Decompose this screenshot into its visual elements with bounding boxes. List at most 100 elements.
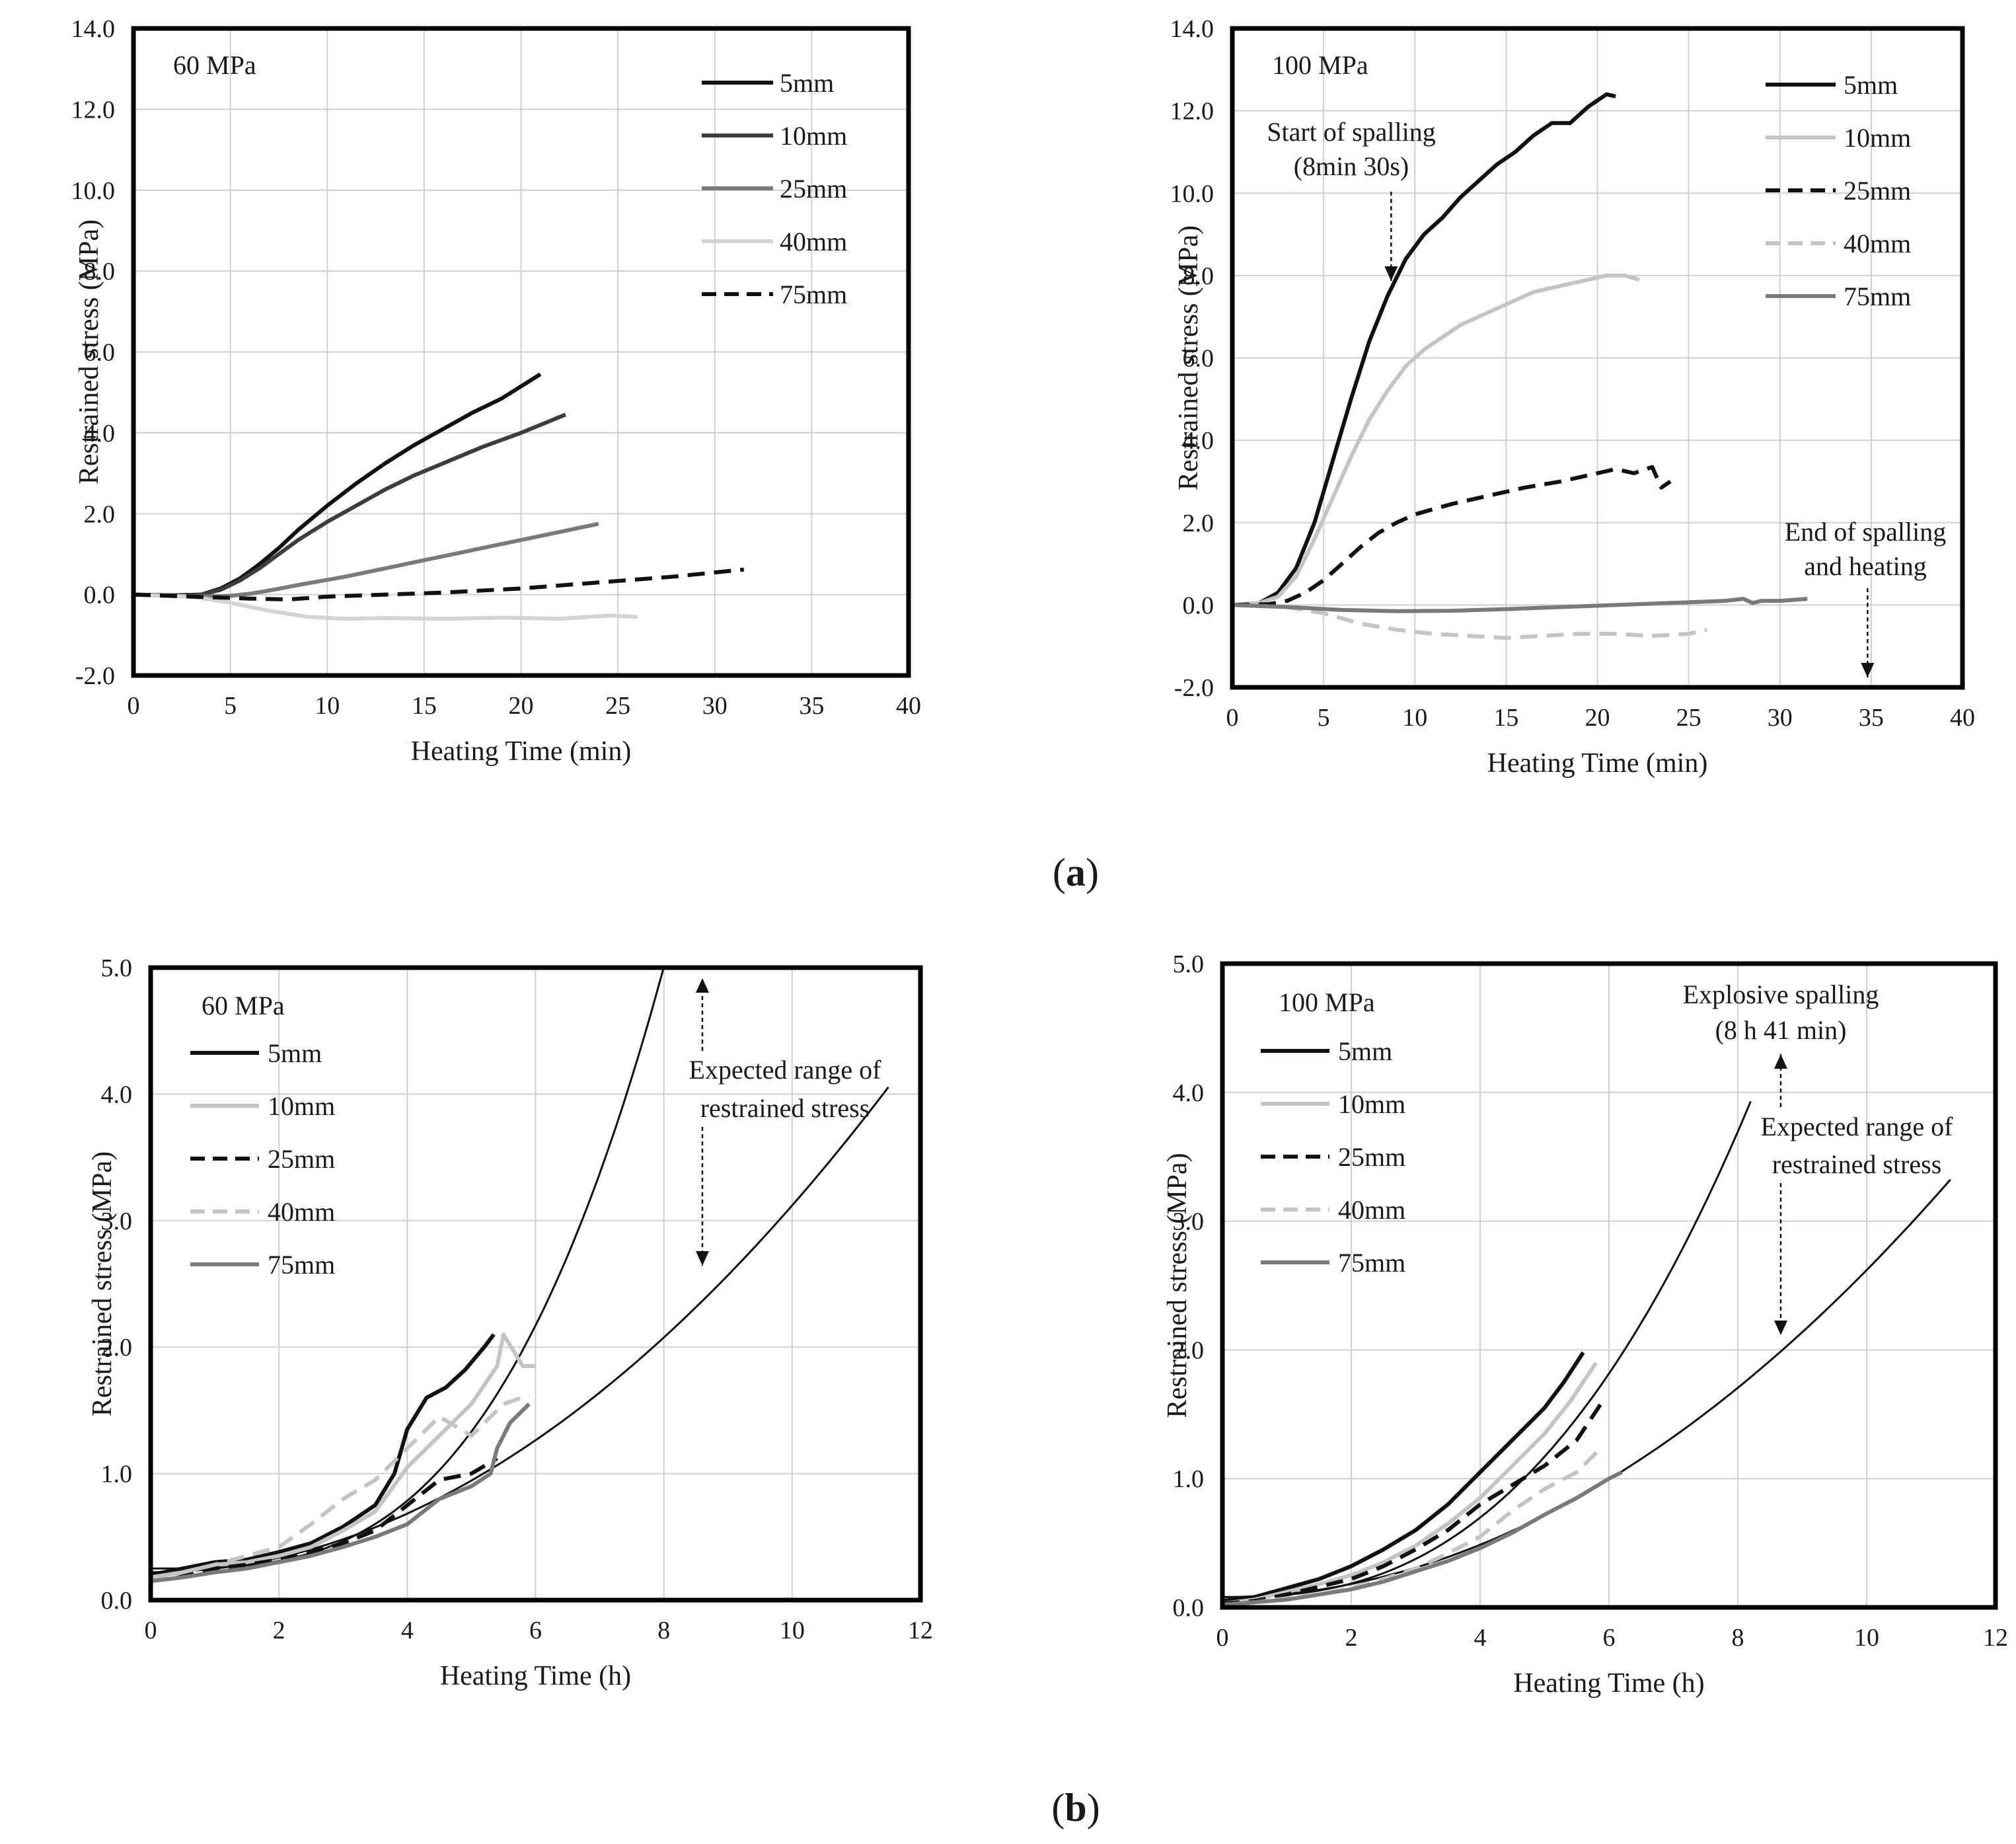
y-tick-label: 2.0 (84, 500, 116, 528)
y-tick-label: 4.0 (1183, 427, 1214, 455)
y-tick-label: 3.0 (101, 1208, 133, 1235)
plot-frame (148, 965, 923, 1603)
y-tick-label: 12.0 (1170, 98, 1214, 126)
y-tick-label: 1.0 (1173, 1465, 1205, 1493)
series-line-5mm (1232, 92, 1616, 607)
y-tick-label: 3.0 (1173, 1208, 1205, 1236)
series-line-75mm (1232, 597, 1808, 613)
legend-label-75mm: 75mm (1338, 1248, 1405, 1278)
plot-frame (1220, 961, 1998, 1610)
series-line-40mm (151, 1393, 530, 1584)
x-tick-label: 2 (1345, 1624, 1358, 1652)
legend-label-75mm: 75mm (780, 280, 847, 309)
legend-label-40mm: 40mm (780, 227, 847, 256)
arrow-expected-lower-head (1774, 1321, 1787, 1335)
gridlines (1232, 28, 1963, 688)
y-tick-label: -2.0 (75, 662, 115, 690)
x-tick-label: 35 (1859, 704, 1884, 732)
series-line-75mm (133, 567, 745, 601)
legend-label-10mm: 10mm (1844, 123, 1911, 153)
legend: 5mm 10mm 25mm 40mm 75mm (1261, 1036, 1405, 1278)
chart-b-60: 0 2 4 6 8 10 12 0.0 1.0 2.0 3.0 4.0 5.0 Heating Time … (87, 954, 933, 1691)
bound-upper-curve (151, 968, 665, 1570)
x-tick-label: 10 (780, 1617, 805, 1644)
x-axis-title: Heating Time (h) (440, 1661, 631, 1691)
series-line-40mm (133, 592, 638, 621)
y-tick-label: 2.0 (1183, 510, 1214, 537)
series-line-10mm (133, 412, 567, 597)
legend-label-25mm: 25mm (780, 174, 847, 204)
x-tick-label: 40 (896, 692, 921, 720)
x-tick-label: 30 (702, 692, 728, 720)
chart-title: 100 MPa (1279, 987, 1375, 1017)
x-tick-label: 8 (1732, 1624, 1744, 1652)
arrow-explosive-head (1774, 1054, 1787, 1069)
annotation-expected-range-line1: Expected range of (689, 1055, 882, 1085)
series-line-5mm (1222, 1351, 1585, 1603)
x-tick-label: 15 (412, 692, 437, 720)
bound-lower-curve (151, 1086, 889, 1574)
y-tick-label: 1.0 (101, 1461, 133, 1488)
bound-upper-curve (1222, 1100, 1752, 1598)
x-tick-label: 0 (1226, 704, 1239, 732)
legend-label-5mm: 5mm (780, 68, 834, 98)
x-tick-label: 6 (529, 1617, 542, 1644)
bound-lower-curve (1222, 1178, 1951, 1598)
y-tick-label: 2.0 (101, 1334, 133, 1362)
series-line-10mm (1222, 1362, 1598, 1606)
x-tick-label: 6 (1603, 1624, 1616, 1652)
annotation-explosive-line2: (8 h 41 min) (1715, 1015, 1847, 1045)
annotation-end-spalling-line1: End of spalling (1785, 517, 1946, 547)
caption-b: (b) (1051, 1786, 1100, 1829)
legend-label-10mm: 10mm (780, 121, 847, 151)
series-line-40mm (1222, 1445, 1604, 1607)
legend-label-40mm: 40mm (1338, 1195, 1405, 1225)
y-tick-label: 0.0 (101, 1587, 133, 1615)
legend-label-5mm: 5mm (1338, 1036, 1392, 1066)
arrow-expected-lower-head (696, 1251, 709, 1266)
y-tick-label: 6.0 (1183, 345, 1214, 373)
legend-label-10mm: 10mm (268, 1091, 335, 1121)
series-line-25mm (1232, 465, 1672, 607)
y-axis-title: Restrained stress (MPa) (87, 1151, 118, 1416)
x-axis-title: Heating Time (h) (1513, 1668, 1704, 1699)
y-tick-label: 6.0 (84, 339, 116, 367)
legend-label-25mm: 25mm (1844, 176, 1911, 206)
caption-a: (a) (1053, 851, 1099, 894)
x-tick-label: 0 (145, 1617, 157, 1644)
legend-label-40mm: 40mm (268, 1197, 335, 1227)
plot-area (133, 372, 745, 621)
annotation-expected-range-line2: restrained stress (700, 1093, 870, 1123)
legend-label-40mm: 40mm (1844, 229, 1911, 258)
legend: 5mm 10mm 25mm 40mm 75mm (1766, 70, 1911, 311)
chart-a-60: 0 5 10 15 20 25 30 35 40 -2.0 0.0 2.0 4.0 6.0 8.0 10.0 1… (71, 15, 922, 767)
annotation-end-spalling-line2: and heating (1804, 551, 1927, 581)
plot-frame (131, 26, 911, 678)
y-tick-label: 4.0 (1173, 1079, 1205, 1107)
legend-label-5mm: 5mm (1844, 70, 1898, 100)
series-line-5mm (133, 372, 542, 597)
y-axis-title: Restrained stress (MPa) (1174, 225, 1204, 490)
legend-label-10mm: 10mm (1338, 1089, 1405, 1119)
x-tick-label: 2 (273, 1617, 285, 1644)
legend: 5mm 10mm 25mm 40mm 75mm (702, 68, 847, 309)
y-tick-label: 14.0 (71, 15, 116, 43)
x-tick-label: 0 (128, 692, 140, 720)
annotation-expected-range-line2: restrained stress (1772, 1149, 1942, 1179)
series-line-10mm (1232, 273, 1640, 607)
annotation-expected-range-line1: Expected range of (1761, 1112, 1954, 1141)
series-line-75mm (1222, 1470, 1623, 1607)
plot-area (1232, 92, 1808, 640)
y-tick-label: 8.0 (84, 258, 116, 286)
legend-label-75mm: 75mm (268, 1250, 335, 1280)
y-tick-label: 2.0 (1173, 1336, 1205, 1364)
y-tick-label: 5.0 (101, 954, 133, 982)
chart-title: 60 MPa (173, 50, 256, 80)
series-line-25mm (1222, 1400, 1604, 1606)
x-tick-label: 20 (509, 692, 534, 720)
series-line-25mm (151, 1457, 498, 1584)
y-tick-label: 8.0 (1183, 262, 1214, 290)
x-tick-label: 8 (657, 1617, 670, 1644)
legend-label-75mm: 75mm (1844, 282, 1911, 311)
x-axis-title: Heating Time (min) (411, 736, 632, 767)
